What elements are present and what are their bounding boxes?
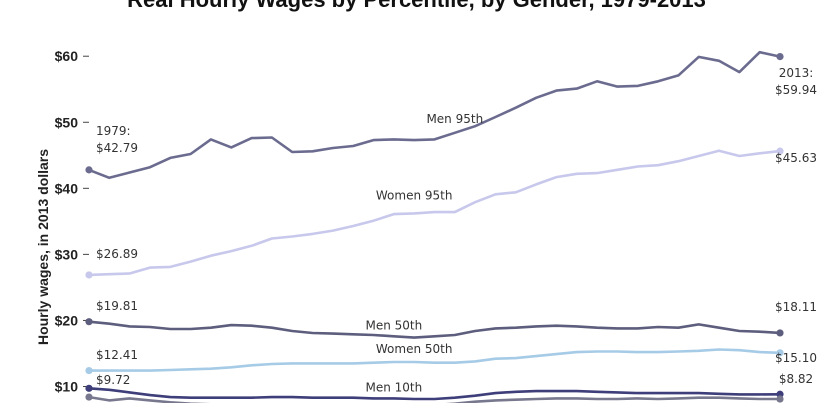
endpoint-marker bbox=[85, 393, 93, 401]
endpoint-marker bbox=[85, 384, 93, 392]
series-group bbox=[85, 50, 784, 403]
value-annotation: $18.11 bbox=[775, 300, 817, 314]
y-tick-label: $10 bbox=[55, 378, 79, 394]
y-tick-label: $20 bbox=[55, 312, 79, 328]
value-annotation: $9.72 bbox=[96, 373, 130, 387]
endpoint-marker bbox=[85, 166, 93, 174]
endpoint-marker bbox=[776, 147, 784, 155]
series-label: Men 50th bbox=[365, 318, 422, 332]
series-label-group: Men 95th Women 95th Men 50th Women 50th Men … bbox=[365, 112, 483, 395]
series-label: Women 50th bbox=[376, 342, 453, 356]
value-annotation: $42.79 bbox=[96, 141, 138, 155]
series-line bbox=[88, 395, 780, 403]
y-tick-label: $60 bbox=[55, 48, 79, 64]
y-axis-label: Hourly wages, in 2013 dollars bbox=[35, 149, 51, 345]
y-tick-label: $40 bbox=[55, 180, 79, 196]
series-label: Women 95th bbox=[376, 188, 453, 202]
annotation-group: 1979: $42.79 2013: $59.94 $26.89 $45.63 $19.81… bbox=[96, 66, 817, 387]
series-line bbox=[89, 348, 781, 372]
value-annotation: $12.41 bbox=[96, 348, 138, 362]
series-label: Men 95th bbox=[426, 112, 483, 126]
series-line bbox=[88, 149, 781, 277]
endpoint-marker bbox=[776, 395, 784, 403]
value-annotation: $19.81 bbox=[96, 299, 138, 313]
y-tick-label: $50 bbox=[55, 114, 79, 130]
value-annotation: $26.89 bbox=[96, 247, 138, 261]
endpoint-marker bbox=[85, 318, 93, 326]
series-line bbox=[88, 320, 781, 339]
endpoint-marker bbox=[776, 329, 784, 337]
value-annotation: $8.82 bbox=[779, 372, 813, 386]
endpoint-marker bbox=[85, 366, 93, 375]
series-line bbox=[88, 50, 781, 180]
y-axis: $10 $20 $30 $40 $50 $60 bbox=[55, 48, 89, 394]
value-annotation: 2013: bbox=[779, 66, 814, 80]
endpoint-marker bbox=[776, 349, 784, 357]
value-annotation: 1979: bbox=[96, 124, 131, 138]
endpoint-marker bbox=[85, 271, 93, 279]
series-line bbox=[88, 387, 781, 401]
value-annotation: $15.10 bbox=[775, 351, 817, 365]
chart-title: Real Hourly Wages by Percentile, by Gend… bbox=[0, 0, 833, 13]
y-tick-label: $30 bbox=[55, 246, 79, 262]
series-label: Men 10th bbox=[365, 380, 422, 394]
endpoint-marker bbox=[776, 53, 784, 61]
value-annotation: $45.63 bbox=[775, 151, 817, 165]
value-annotation: $59.94 bbox=[775, 83, 817, 97]
